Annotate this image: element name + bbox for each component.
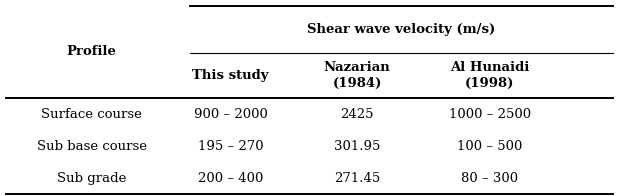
Text: 900 – 2000: 900 – 2000 (194, 108, 267, 121)
Text: Profile: Profile (67, 45, 116, 58)
Text: 200 – 400: 200 – 400 (198, 172, 264, 184)
Text: Nazarian
(1984): Nazarian (1984) (324, 62, 391, 89)
Text: 80 – 300: 80 – 300 (461, 172, 518, 184)
Text: 1000 – 2500: 1000 – 2500 (449, 108, 531, 121)
Text: Sub base course: Sub base course (37, 140, 147, 152)
Text: 271.45: 271.45 (334, 172, 380, 184)
Text: 195 – 270: 195 – 270 (198, 140, 264, 152)
Text: Sub grade: Sub grade (57, 172, 126, 184)
Text: Surface course: Surface course (41, 108, 142, 121)
Text: Shear wave velocity (m/s): Shear wave velocity (m/s) (307, 23, 495, 36)
Text: 100 – 500: 100 – 500 (457, 140, 523, 152)
Text: This study: This study (192, 69, 269, 82)
Text: 301.95: 301.95 (334, 140, 380, 152)
Text: Al Hunaidi
(1998): Al Hunaidi (1998) (450, 62, 530, 89)
Text: 2425: 2425 (340, 108, 374, 121)
